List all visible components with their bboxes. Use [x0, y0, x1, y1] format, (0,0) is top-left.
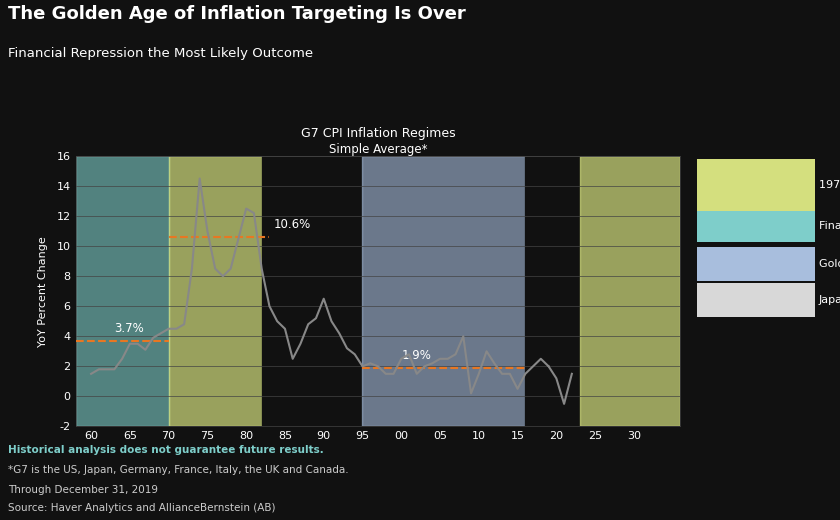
Y-axis label: YoY Percent Change: YoY Percent Change [39, 236, 48, 346]
Text: G7 CPI Inflation Regimes: G7 CPI Inflation Regimes [301, 127, 455, 140]
Bar [262, 156, 363, 426]
Text: Source: Haver Analytics and AllianceBernstein (AB): Source: Haver Analytics and AllianceBern… [8, 503, 276, 513]
Text: 10.6%: 10.6% [273, 218, 311, 231]
Bar [525, 156, 580, 426]
Bar [363, 156, 525, 426]
Text: The Golden Age of Inflation Targeting Is Over: The Golden Age of Inflation Targeting Is… [8, 5, 466, 23]
Text: Japanification: Japanification [819, 295, 840, 305]
Text: Financial Repression the Most Likely Outcome: Financial Repression the Most Likely Out… [8, 47, 313, 60]
Bar [76, 156, 169, 426]
Text: 1970s Redux: 1970s Redux [819, 179, 840, 190]
Text: Financial Repression: Financial Repression [819, 221, 840, 231]
Text: Golden Age: Golden Age [819, 259, 840, 269]
Text: Through December 31, 2019: Through December 31, 2019 [8, 485, 159, 495]
Text: Historical analysis does not guarantee future results.: Historical analysis does not guarantee f… [8, 445, 324, 454]
Text: 3.7%: 3.7% [114, 322, 144, 335]
Bar [580, 156, 680, 426]
Text: *G7 is the US, Japan, Germany, France, Italy, the UK and Canada.: *G7 is the US, Japan, Germany, France, I… [8, 465, 349, 475]
Text: Simple Average*: Simple Average* [328, 143, 428, 156]
Bar [169, 156, 262, 426]
Text: 1.9%: 1.9% [402, 349, 431, 362]
